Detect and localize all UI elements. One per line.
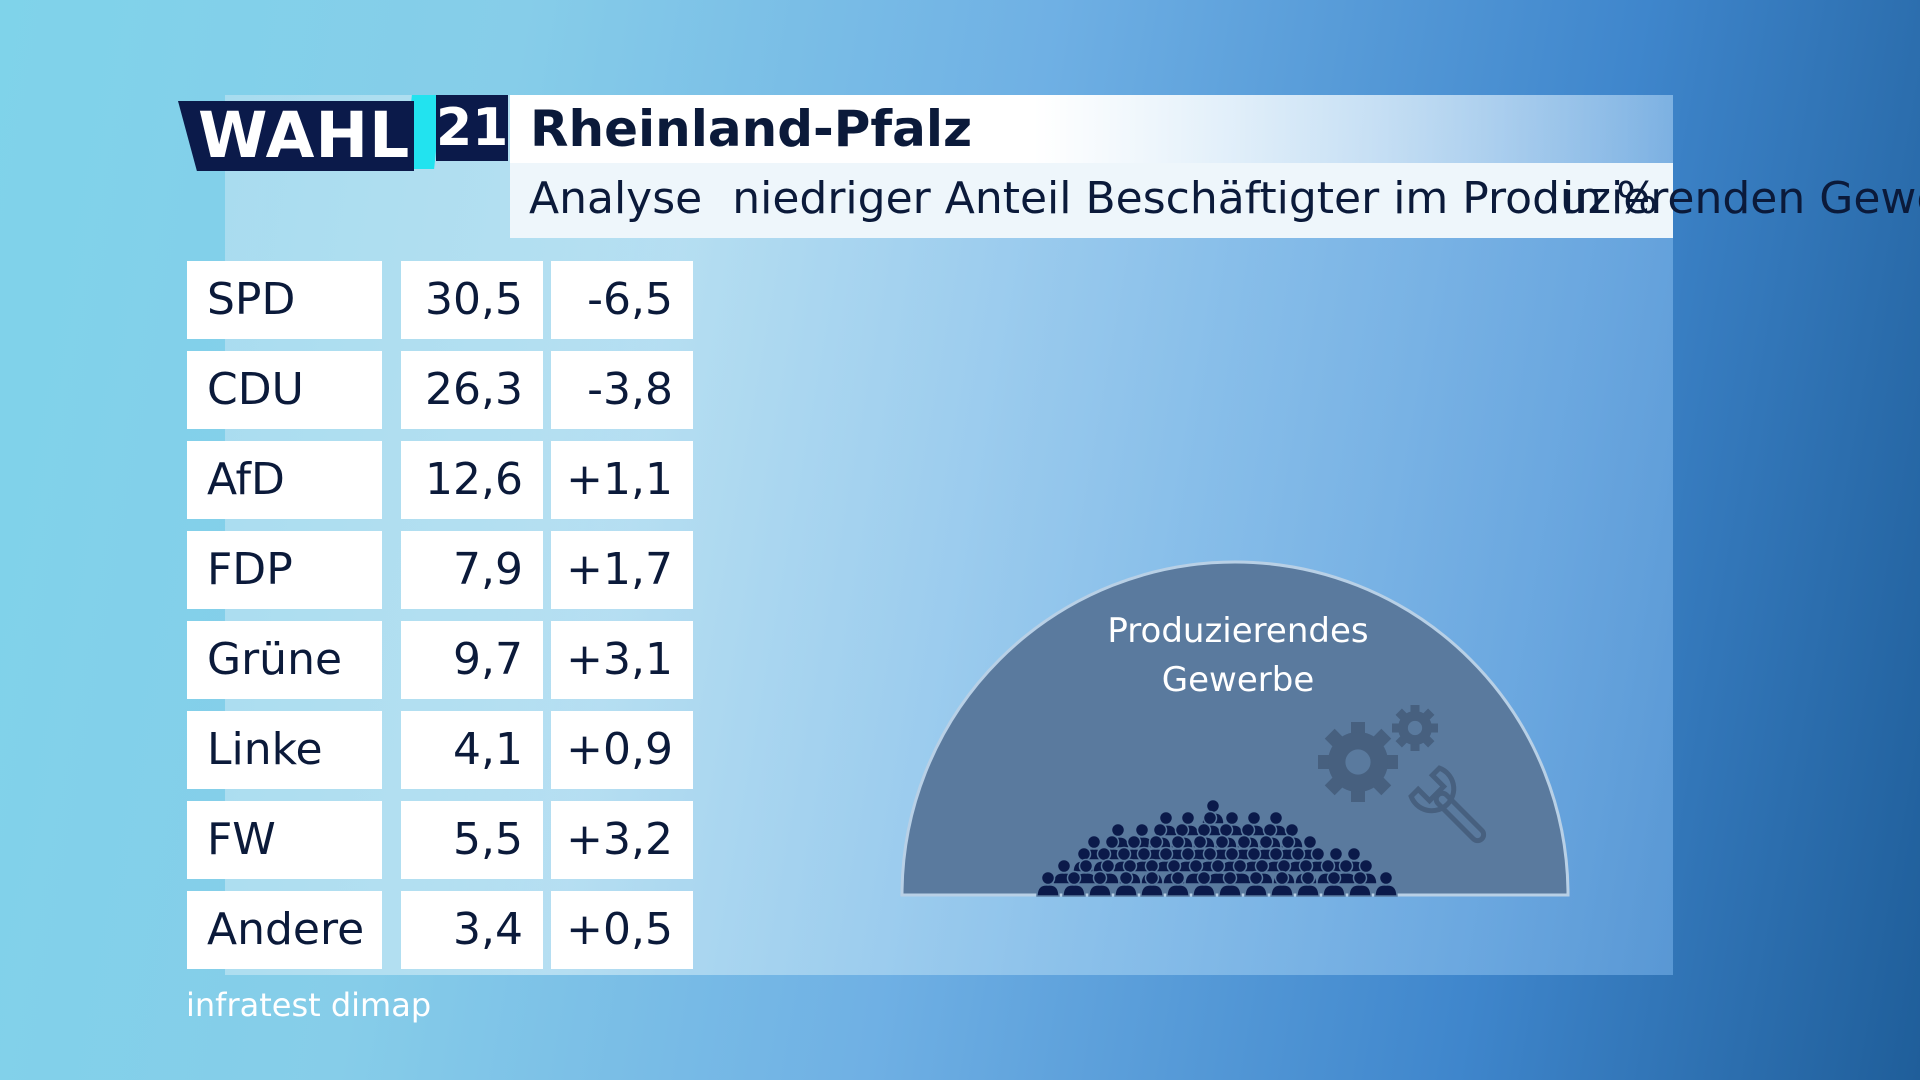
wahl-logo: WAHL [178,101,414,171]
party-name: Grüne [187,621,382,699]
party-name: SPD [187,261,382,339]
party-result: 7,9 [401,531,543,609]
party-result: 12,6 [401,441,543,519]
party-result: 4,1 [401,711,543,789]
party-result: 3,4 [401,891,543,969]
illustration-label-line2: Gewerbe [1162,660,1314,700]
subtitle-text: niedriger Anteil Beschäftigter im Produz… [732,173,1920,224]
party-difference: -3,8 [551,351,693,429]
wahl-logo-year: 21 [436,95,508,161]
party-difference: +1,7 [551,531,693,609]
gear-icon [1318,705,1438,802]
party-result: 30,5 [401,261,543,339]
party-result: 5,5 [401,801,543,879]
party-result: 26,3 [401,351,543,429]
party-difference: +3,2 [551,801,693,879]
produzierendes-gewerbe-illustration: Produzierendes Gewerbe [900,560,1570,897]
subtitle-unit: in % [1562,173,1658,224]
wahl-logo-text: WAHL [198,99,411,172]
subtitle-clip: Analyse niedriger Anteil Beschäftigter im… [0,163,1920,238]
party-difference: +1,1 [551,441,693,519]
subtitle: Analyse niedriger Anteil Beschäftigter im… [529,163,1920,235]
subtitle-lead: Analyse [529,173,703,224]
party-name: Andere [187,891,382,969]
people-crowd-icon [1036,798,1398,897]
party-name: AfD [187,441,382,519]
party-difference: +3,1 [551,621,693,699]
title-bar [510,95,1673,163]
page-title: Rheinland-Pfalz [530,100,973,158]
dome-shape [900,560,1570,897]
source-label: infratest dimap [186,986,432,1024]
party-name: FDP [187,531,382,609]
party-name: FW [187,801,382,879]
party-difference: -6,5 [551,261,693,339]
party-name: CDU [187,351,382,429]
illustration-label-line1: Produzierendes [1107,611,1368,651]
party-difference: +0,5 [551,891,693,969]
party-difference: +0,9 [551,711,693,789]
party-result: 9,7 [401,621,543,699]
subtitle-bar [510,163,1673,238]
party-name: Linke [187,711,382,789]
wrench-icon [1408,765,1487,844]
